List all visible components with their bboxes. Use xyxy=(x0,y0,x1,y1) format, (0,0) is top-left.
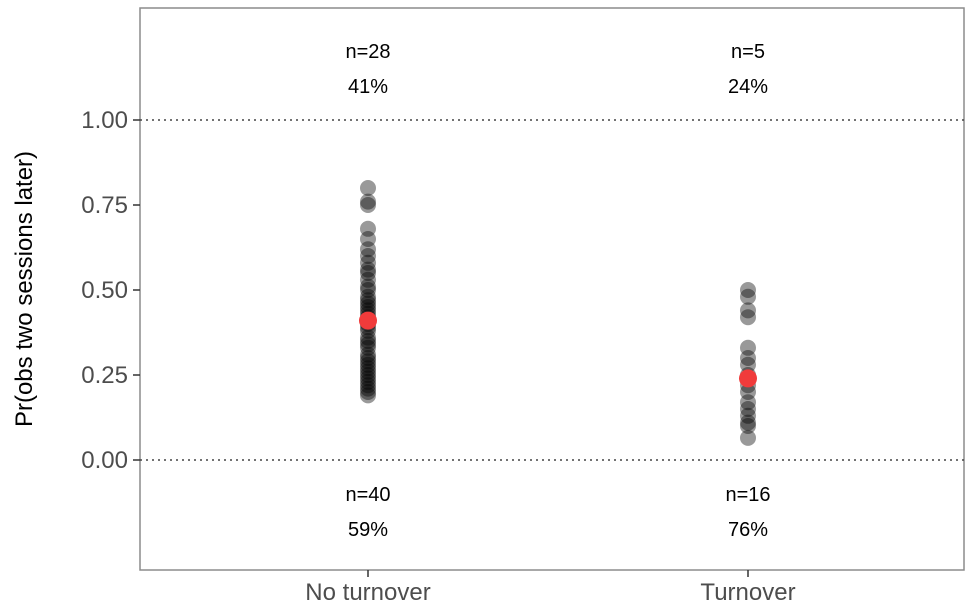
top-percent-label: 41% xyxy=(348,76,388,98)
x-tick-label: No turnover xyxy=(305,579,430,606)
data-point xyxy=(360,356,376,373)
data-point xyxy=(360,193,376,210)
data-point xyxy=(360,220,376,237)
data-point xyxy=(360,333,376,349)
data-point xyxy=(360,180,376,196)
data-point xyxy=(360,241,376,258)
data-point xyxy=(740,282,756,298)
mean-point xyxy=(739,369,757,388)
data-point xyxy=(360,299,376,315)
data-point xyxy=(740,356,756,373)
y-tick-label: 1.00 xyxy=(81,107,128,134)
data-point xyxy=(360,353,376,370)
y-tick-label: 0.25 xyxy=(81,362,128,389)
data-point xyxy=(360,363,376,380)
data-point xyxy=(360,254,376,271)
data-point xyxy=(360,384,376,400)
data-point xyxy=(360,295,376,312)
data-point xyxy=(740,288,756,305)
data-point xyxy=(740,350,756,366)
data-point xyxy=(360,248,376,264)
data-point xyxy=(360,292,376,309)
data-point xyxy=(360,231,376,247)
bottom-percent-label: 76% xyxy=(728,519,768,541)
data-point xyxy=(360,373,376,390)
data-point xyxy=(740,429,756,446)
bottom-percent-label: 59% xyxy=(348,519,388,541)
top-count-label: n=28 xyxy=(345,41,390,63)
bottom-count-label: n=16 xyxy=(725,484,770,506)
data-point xyxy=(360,282,376,298)
data-point xyxy=(360,350,376,366)
data-point xyxy=(360,265,376,281)
data-point xyxy=(360,370,376,387)
data-point xyxy=(360,360,376,377)
data-point xyxy=(740,309,756,326)
data-point xyxy=(360,288,376,305)
data-point xyxy=(740,339,756,356)
data-point xyxy=(360,346,376,363)
data-point xyxy=(360,339,376,356)
data-point xyxy=(360,387,376,404)
data-point xyxy=(360,380,376,397)
data-point xyxy=(360,197,376,213)
data-point xyxy=(740,394,756,411)
data-point xyxy=(360,336,376,353)
bottom-count-label: n=40 xyxy=(345,484,390,506)
data-point xyxy=(360,278,376,295)
y-axis-title: Pr(obs two sessions later) xyxy=(11,151,38,427)
top-percent-label: 24% xyxy=(728,76,768,98)
y-tick-label: 0.75 xyxy=(81,192,128,219)
data-point xyxy=(360,377,376,394)
data-point xyxy=(360,271,376,288)
data-point xyxy=(740,418,756,434)
data-point xyxy=(740,302,756,319)
data-point xyxy=(740,401,756,417)
y-tick-label: 0.50 xyxy=(81,277,128,304)
data-point xyxy=(740,414,756,431)
data-point xyxy=(740,384,756,400)
top-count-label: n=5 xyxy=(731,41,765,63)
y-tick-label: 0.00 xyxy=(81,447,128,474)
data-point xyxy=(360,261,376,278)
plot-panel xyxy=(139,7,965,571)
data-point xyxy=(740,407,756,424)
x-tick-label: Turnover xyxy=(700,579,795,606)
mean-point xyxy=(359,311,377,330)
data-point xyxy=(360,367,376,383)
data-point xyxy=(360,329,376,346)
